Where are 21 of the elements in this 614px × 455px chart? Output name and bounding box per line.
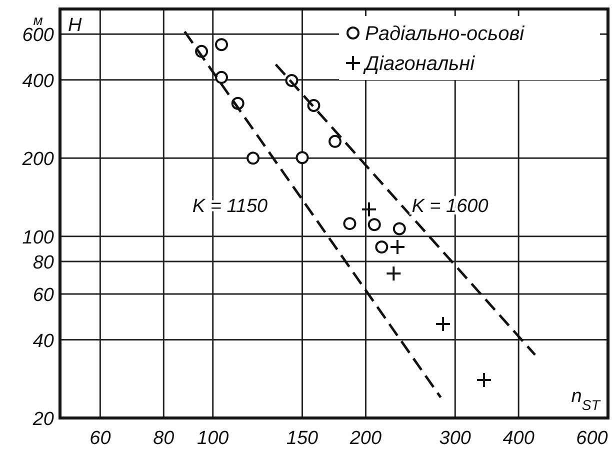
x-tick-label: 80: [153, 428, 175, 449]
x-tick-label: 60: [90, 428, 112, 449]
y-tick-label: 20: [32, 409, 54, 430]
y-tick-label: 400: [22, 70, 54, 92]
x-tick-label: 600: [576, 428, 608, 449]
x-axis-title: n$_{ST}$: [571, 386, 602, 414]
legend-label: Радіально-осьові: [365, 23, 525, 45]
x-tick-label: 400: [502, 428, 535, 449]
legend-label: Діагональні: [363, 53, 476, 75]
x-tick-label: 300: [439, 428, 472, 449]
y-tick-label: 40: [32, 330, 54, 352]
y-tick-label: 100: [22, 227, 54, 248]
y-tick-label: 60: [32, 285, 54, 306]
x-tick-label: 100: [197, 428, 230, 449]
x-tick-label: 200: [348, 428, 382, 449]
text: м: [33, 12, 44, 28]
x-tick-label: 150: [286, 428, 319, 449]
y-tick-label: 200: [21, 149, 54, 170]
y-axis-title: H: [68, 15, 82, 36]
y-tick-label: 600: [22, 25, 54, 46]
y-tick-label: 80: [32, 252, 54, 274]
